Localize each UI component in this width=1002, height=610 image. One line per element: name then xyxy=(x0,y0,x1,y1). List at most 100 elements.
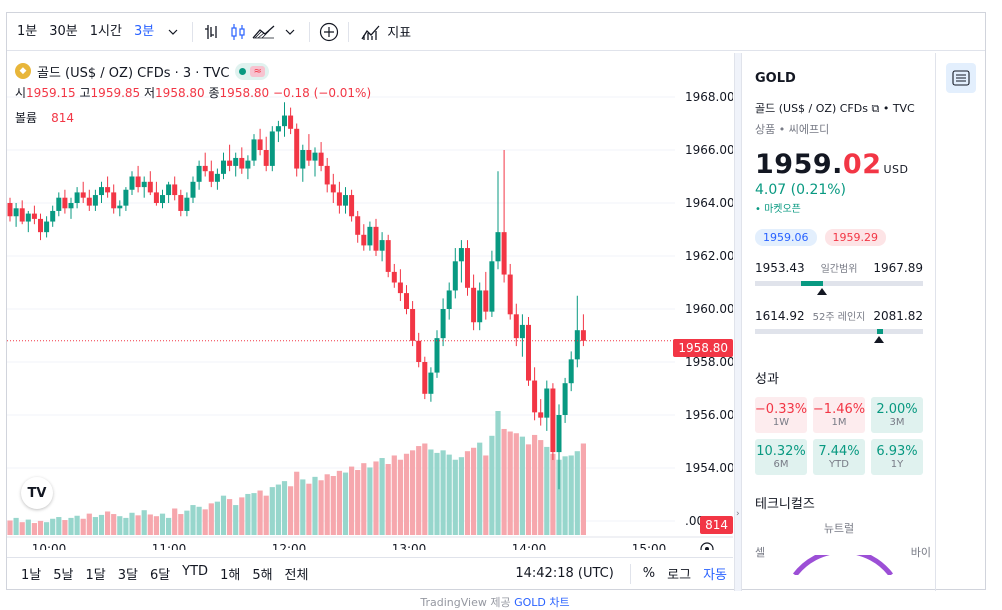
volume-tag: 814 xyxy=(700,516,733,534)
candle-body xyxy=(135,176,141,188)
date-range-button[interactable]: 5해 xyxy=(252,568,273,583)
log-scale-toggle[interactable]: 로그 xyxy=(667,568,692,583)
year-high: 2081.82 xyxy=(873,308,923,323)
interval-button[interactable]: 1시간 xyxy=(89,23,122,39)
compare-chart-type-icon[interactable] xyxy=(251,19,277,45)
volume-bar xyxy=(202,509,208,535)
volume-bar xyxy=(452,459,458,535)
candle-body xyxy=(410,309,416,341)
candle-body xyxy=(489,261,495,312)
volume-bar xyxy=(446,454,452,535)
chart-pane[interactable]: 1968.00 1966.00 1964.00 1962.00 1960.00 1958.… xyxy=(7,53,733,550)
volume-bar xyxy=(495,411,501,535)
symbol-full-name[interactable]: 골드 (US$ / OZ) CFDs xyxy=(755,102,868,115)
candle-body xyxy=(562,383,568,415)
year-range-bar xyxy=(755,329,923,343)
candle-body xyxy=(306,150,312,161)
external-link-icon[interactable]: ⧉ xyxy=(871,102,880,115)
tradingview-logo-icon[interactable]: TV xyxy=(21,477,53,509)
percent-scale-toggle[interactable]: % xyxy=(642,566,656,581)
volume-bar xyxy=(477,442,483,535)
volume-bar xyxy=(428,449,434,535)
legend-symbol-name[interactable]: 골드 (US$ / OZ) CFDs · 3 · TVC xyxy=(37,65,230,81)
add-symbol-plus-icon[interactable] xyxy=(316,19,342,45)
candle-body xyxy=(13,208,19,217)
last-price-tag: 1958.80 xyxy=(673,339,733,357)
interval-button[interactable]: 1분 xyxy=(17,23,38,39)
candlestick-chart-type-icon[interactable] xyxy=(225,19,251,45)
date-range-button[interactable]: 1해 xyxy=(220,568,241,583)
close-label: 종 xyxy=(208,86,220,100)
chart-type-chevron-icon[interactable] xyxy=(277,19,303,45)
candle-body xyxy=(190,181,196,198)
details-panel-button[interactable] xyxy=(946,63,976,93)
volume-bar xyxy=(214,501,220,535)
volume-bar xyxy=(312,476,318,535)
attribution-link[interactable]: GOLD 차트 xyxy=(514,596,570,609)
candle-body xyxy=(397,282,403,294)
volume-bar xyxy=(117,516,123,535)
ohlc-values: 시1959.15 고1959.85 저1958.80 종1958.80 −0.1… xyxy=(15,84,371,101)
volume-bar xyxy=(580,443,586,535)
symbol-category: 상품 • 씨에프디 xyxy=(755,123,830,136)
symbol-details-panel: GOLD 골드 (US$ / OZ) CFDs ⧉ • TVC 상품 • 씨에프… xyxy=(743,53,933,591)
interval-button[interactable]: 3분 xyxy=(133,23,155,39)
volume-bar xyxy=(361,463,367,535)
candle-body xyxy=(129,176,135,190)
candle-body xyxy=(391,271,397,283)
auto-scale-toggle[interactable]: 자동 xyxy=(703,568,727,583)
date-range-button[interactable]: 5날 xyxy=(53,568,74,583)
candle-body xyxy=(141,181,147,188)
performance-period: 3M xyxy=(889,417,905,428)
price-chart[interactable]: 1968.00 1966.00 1964.00 1962.00 1960.00 1958.… xyxy=(7,53,733,550)
volume-bar xyxy=(519,436,525,535)
indicators-button[interactable]: 지표 xyxy=(355,22,417,41)
volume-bar xyxy=(385,464,391,535)
bid-price: 1959.06 xyxy=(755,229,817,246)
performance-period: 1W xyxy=(772,417,790,428)
day-range-bar xyxy=(755,281,923,295)
volume-bar xyxy=(105,511,111,535)
candle-body xyxy=(239,157,245,169)
interval-button[interactable]: 30분 xyxy=(49,23,78,39)
volume-bar xyxy=(44,522,50,535)
volume-bar xyxy=(483,455,489,535)
date-range-button[interactable]: 1날 xyxy=(21,568,42,583)
bar-chart-type-icon[interactable] xyxy=(199,19,225,45)
candle-body xyxy=(166,184,172,196)
date-range-button[interactable]: 전체 xyxy=(284,568,309,583)
volume-bar xyxy=(263,495,269,535)
date-range-button[interactable]: YTD xyxy=(182,564,209,579)
axis-settings-gear-icon[interactable] xyxy=(700,542,714,550)
candle-body xyxy=(550,388,556,453)
performance-cell: 2.00% 3M xyxy=(871,397,923,433)
market-status-pill[interactable]: ≈ xyxy=(235,62,269,80)
volume-bar xyxy=(31,523,37,535)
utc-clock[interactable]: 14:42:18 (UTC) xyxy=(515,566,614,581)
candle-body xyxy=(416,340,422,362)
date-range-button[interactable]: 6달 xyxy=(149,568,171,583)
performance-value: 2.00% xyxy=(876,402,918,417)
volume-bar xyxy=(56,517,62,535)
date-range-button[interactable]: 1달 xyxy=(85,568,106,583)
candle-body xyxy=(214,173,220,182)
candle-body xyxy=(105,187,111,193)
date-range-button[interactable]: 3달 xyxy=(117,568,138,583)
volume-bar xyxy=(373,461,379,535)
volume-bar xyxy=(123,517,129,535)
close-value: 1958.80 xyxy=(219,86,270,100)
volume-bar xyxy=(25,519,31,535)
volume-bar xyxy=(391,455,397,535)
collapse-panel-chevron-icon[interactable]: › xyxy=(736,509,740,519)
volume-bar xyxy=(294,471,300,535)
interval-dropdown-chevron-icon[interactable] xyxy=(160,19,186,45)
low-label: 저 xyxy=(144,86,156,100)
year-range-marker-icon xyxy=(874,336,885,343)
panel-divider[interactable] xyxy=(734,53,742,591)
performance-cell: −1.46% 1M xyxy=(813,397,865,433)
bid-ask-row: 1959.06 1959.29 xyxy=(755,229,933,246)
volume-bar xyxy=(342,472,349,535)
volume-bar xyxy=(410,450,416,535)
volume-bar xyxy=(159,513,166,535)
volume-bar xyxy=(190,505,196,535)
